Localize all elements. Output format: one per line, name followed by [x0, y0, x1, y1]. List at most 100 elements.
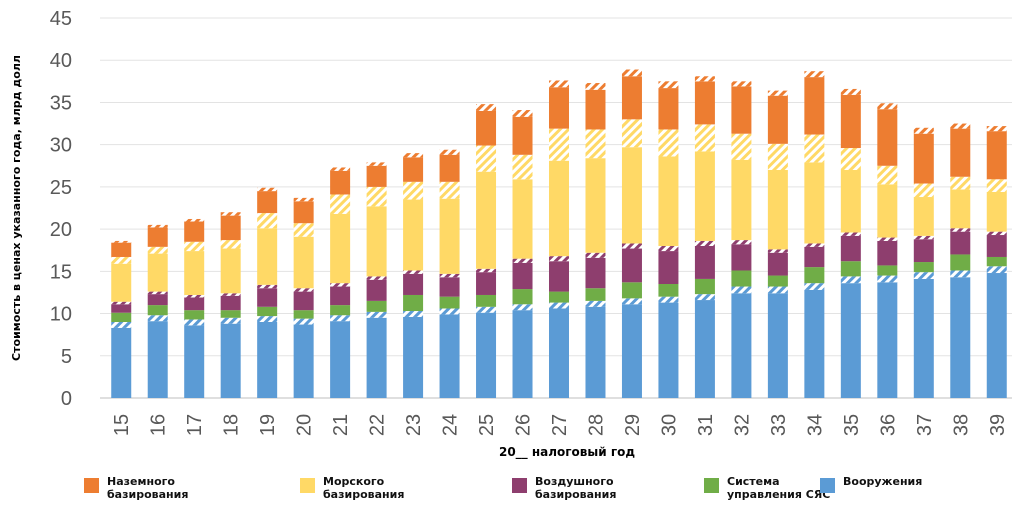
x-tick-label: 21	[330, 414, 352, 436]
bar-segment-hatched	[220, 212, 241, 216]
bar-segment	[403, 199, 424, 271]
stacked-bar-chart: 0 5 10 15 20 25 30 35 40 45 15 16 17 18 19 20 21 22 23 24 2…	[10, 8, 1012, 460]
legend: Наземного базирования Морского базировани…	[0, 470, 1024, 509]
bar-segment	[913, 197, 934, 236]
bar-segment	[694, 300, 715, 398]
x-tick-label: 34	[804, 414, 826, 436]
bar-segment	[840, 170, 861, 233]
bar-segment	[877, 184, 898, 238]
bar-segment	[804, 162, 825, 244]
bar-segment-hatched	[585, 129, 606, 159]
y-axis-label: Стоимость в ценах указанного года, млрд …	[10, 55, 23, 361]
bar-segment	[366, 279, 387, 301]
bar-segment-hatched	[403, 270, 424, 274]
bar-segment	[731, 293, 752, 398]
x-tick-label: 33	[768, 414, 790, 436]
x-tick-label: 15	[111, 414, 133, 436]
bar-segment-hatched	[950, 270, 971, 278]
bar-segment-hatched	[220, 293, 241, 296]
bar-segment-hatched	[731, 286, 752, 294]
bar-segment	[767, 293, 788, 398]
bar-segment-hatched	[840, 232, 861, 236]
bar-segment-hatched	[804, 243, 825, 247]
bar-segment	[585, 257, 606, 289]
bar-segment-hatched	[403, 181, 424, 200]
bar-segment	[694, 81, 715, 125]
bar-segment	[658, 251, 679, 284]
bar-segment-hatched	[913, 183, 934, 198]
bar-segment	[512, 179, 533, 259]
bar-segment-hatched	[439, 308, 460, 315]
bar-segment-hatched	[330, 283, 351, 287]
bar-segment	[439, 296, 460, 309]
legend-item: Система управления СЯС	[704, 475, 830, 501]
bar-segment-hatched	[512, 258, 533, 263]
bar-segment	[293, 324, 314, 398]
bar-segment	[986, 191, 1007, 232]
bar-segment	[986, 256, 1007, 267]
bar-segment	[257, 191, 278, 214]
bar-segment	[220, 215, 241, 241]
bar-segment	[330, 286, 351, 306]
bar-segment-hatched	[585, 83, 606, 90]
bar-segment-hatched	[731, 81, 752, 87]
bar-segment-hatched	[694, 76, 715, 82]
y-tick-label: 45	[50, 8, 72, 30]
bar-segment-hatched	[658, 129, 679, 157]
bar-segment-hatched	[366, 186, 387, 207]
bar-segment-hatched	[220, 317, 241, 324]
bar-segment	[585, 288, 606, 301]
bar-segment	[147, 305, 168, 316]
bar-segment-hatched	[512, 110, 533, 117]
bar-segment-hatched	[804, 283, 825, 290]
bar-segment-hatched	[293, 197, 314, 202]
bar-segment	[731, 159, 752, 241]
bar-segment-hatched	[658, 296, 679, 303]
bar-segment	[257, 306, 278, 317]
bar-segment-hatched	[658, 81, 679, 89]
bar-segment	[549, 87, 569, 129]
bar-segment	[220, 323, 241, 398]
x-tick-label: 38	[950, 414, 972, 436]
bar-segment-hatched	[366, 162, 387, 166]
x-tick-label: 29	[622, 414, 644, 436]
legend-label: Наземного базирования	[107, 475, 189, 501]
legend-item: Морского базирования	[300, 475, 404, 501]
bar-segment	[877, 282, 898, 398]
bar-segment	[366, 300, 387, 312]
bar-segment-hatched	[476, 306, 497, 313]
bar-segment	[220, 248, 241, 294]
y-tick-label: 25	[50, 177, 72, 199]
x-tick-label: 24	[440, 414, 462, 436]
bar-segment-hatched	[694, 240, 715, 246]
bar-segment-hatched	[512, 304, 533, 311]
bar-segment	[293, 310, 314, 319]
x-tick-label: 32	[731, 414, 753, 436]
legend-item: Воздушного базирования	[512, 475, 616, 501]
bar-segment-hatched	[184, 218, 205, 222]
x-tick-label: 17	[184, 414, 206, 436]
bar-segment	[512, 289, 533, 305]
bar-segment	[549, 261, 569, 292]
bar-segment	[549, 160, 569, 257]
x-tick-label: 22	[367, 414, 389, 436]
bar-segment	[257, 228, 278, 285]
bar-segment-hatched	[694, 124, 715, 152]
bar-segment	[877, 265, 898, 276]
legend-swatch	[84, 478, 99, 493]
bar-segment	[913, 262, 934, 273]
y-tick-label: 20	[50, 219, 72, 241]
bar-segment-hatched	[549, 256, 569, 262]
x-tick-label: 26	[513, 414, 535, 436]
bar-segment	[147, 294, 168, 306]
bar-segment-hatched	[439, 181, 460, 199]
bar-segment	[439, 154, 460, 182]
bar-segment-hatched	[767, 249, 788, 253]
bar-segment	[840, 261, 861, 277]
bar-segment	[731, 244, 752, 271]
bar-segment-hatched	[877, 237, 898, 241]
bar-segment	[767, 95, 788, 144]
bar-segment	[804, 267, 825, 284]
bar-segment-hatched	[403, 153, 424, 158]
legend-swatch	[512, 478, 527, 493]
